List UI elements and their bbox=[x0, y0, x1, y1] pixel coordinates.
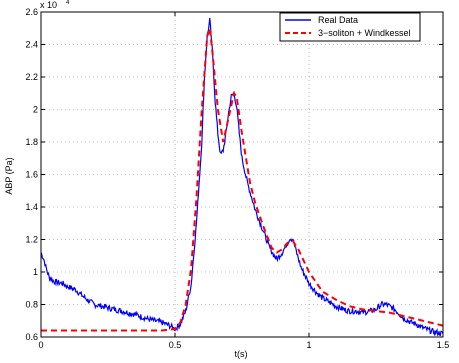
y-tick-label: 0.8 bbox=[25, 300, 38, 310]
y-tick-label: 2 bbox=[33, 105, 38, 115]
y-multiplier-label: x 10 bbox=[40, 0, 57, 10]
y-tick-label: 1.8 bbox=[25, 137, 38, 147]
plot-lines bbox=[40, 17, 444, 337]
y-axis-label: ABP (Pa) bbox=[4, 157, 14, 194]
x-tick-label: 0.5 bbox=[169, 340, 182, 350]
y-tick-label: 2.4 bbox=[25, 40, 38, 50]
legend-box bbox=[279, 12, 421, 42]
series-line-real-data bbox=[40, 17, 444, 337]
y-tick-label: 0.6 bbox=[25, 332, 38, 342]
legend-label-soliton: 3−soliton + Windkessel bbox=[318, 28, 411, 38]
x-tick-label: 0 bbox=[38, 340, 43, 350]
x-axis-label: t(s) bbox=[235, 349, 248, 359]
y-multiplier-exponent: 4 bbox=[66, 0, 70, 6]
x-tick-label: 1 bbox=[306, 340, 311, 350]
y-tick-label: 2.2 bbox=[25, 72, 38, 82]
y-tick-label: 1.6 bbox=[25, 170, 38, 180]
y-tick-label: 2.6 bbox=[25, 7, 38, 17]
series-line-soliton-windkessel bbox=[41, 27, 444, 332]
grid bbox=[41, 12, 443, 337]
y-tick-label: 1 bbox=[33, 267, 38, 277]
x-tick-label: 1.5 bbox=[437, 340, 450, 350]
y-tick-label: 1.2 bbox=[25, 235, 38, 245]
legend: Real Data 3−soliton + Windkessel bbox=[279, 12, 421, 42]
legend-label-real-data: Real Data bbox=[318, 15, 358, 25]
y-tick-label: 1.4 bbox=[25, 202, 38, 212]
